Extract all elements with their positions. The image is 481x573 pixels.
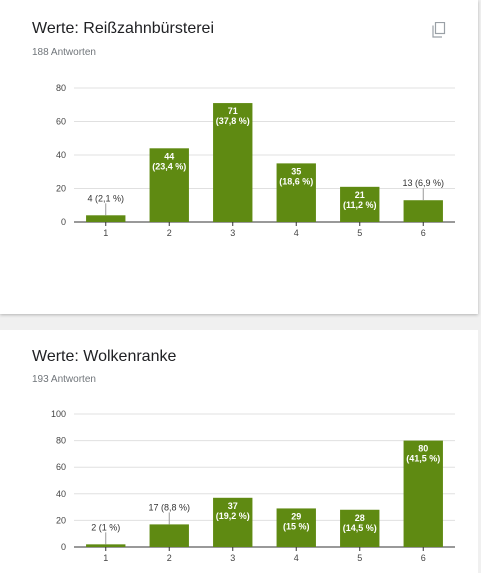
bar-1[interactable] (86, 215, 126, 222)
data-label: 13 (6,9 %) (402, 178, 444, 188)
copy-icon[interactable] (432, 22, 446, 38)
bar-chart-1: 0 20 40 60 80 1 4 (2,1 %) 2 44 (23,4 %) 3 71 (37,8 %… (56, 83, 455, 238)
bar-5[interactable] (340, 509, 380, 547)
bar-2[interactable] (149, 148, 189, 222)
data-label: 2 (1 %) (91, 522, 120, 532)
y-tick-label: 40 (56, 489, 66, 499)
y-tick-label: 0 (61, 542, 66, 552)
chart-card-1: Werte: Reißzahnbürsterei 188 Antworten 0… (0, 0, 478, 314)
bar-6[interactable] (403, 200, 443, 222)
x-tick-label: 1 (103, 228, 108, 238)
y-tick-label: 20 (56, 515, 66, 525)
x-tick-label: 4 (294, 228, 299, 238)
x-tick-label: 2 (167, 553, 172, 563)
bar-3[interactable] (213, 497, 253, 547)
data-label: 44 (23,4 %) (152, 151, 186, 171)
data-label: 28 (14,5 %) (343, 513, 377, 533)
x-tick-label: 3 (230, 553, 235, 563)
card-1-title: Werte: Reißzahnbürsterei (32, 20, 214, 37)
y-tick-label: 0 (61, 217, 66, 227)
data-label: 4 (2,1 %) (87, 193, 124, 203)
y-tick-label: 40 (56, 150, 66, 160)
y-tick-label: 20 (56, 184, 66, 194)
data-label: 71 (37,8 %) (216, 106, 250, 126)
y-tick-label: 60 (56, 462, 66, 472)
bar-1[interactable] (86, 544, 126, 547)
grid-lines (74, 87, 455, 189)
x-tick-label: 1 (103, 553, 108, 563)
bar-4[interactable] (276, 163, 316, 222)
x-tick-label: 5 (357, 553, 362, 563)
bar-5[interactable] (340, 186, 380, 222)
chart-card-2: Werte: Wolkenranke 193 Antworten 0 20 40 60… (0, 330, 478, 573)
data-label: 17 (8,8 %) (148, 502, 190, 512)
data-label: 35 (18,6 %) (279, 166, 313, 186)
bar-2[interactable] (149, 524, 189, 547)
data-label: 80 (41,5 %) (406, 444, 440, 464)
bar-6[interactable] (403, 440, 443, 547)
x-tick-label: 6 (421, 228, 426, 238)
y-tick-label: 60 (56, 117, 66, 127)
x-tick-label: 2 (167, 228, 172, 238)
bar-chart-2: 0 20 40 60 80 100 1 2 (1 %) 2 17 (8,8 %) 3 37 (19,2 … (51, 409, 455, 563)
card-2-response-count: 193 Antworten (32, 374, 96, 385)
y-tick-label: 100 (51, 409, 66, 419)
x-tick-label: 6 (421, 553, 426, 563)
x-tick-label: 4 (294, 553, 299, 563)
grid-lines (74, 413, 455, 521)
data-label: 29 (15 %) (283, 511, 310, 531)
card-1-response-count: 188 Antworten (32, 47, 96, 58)
x-tick-label: 3 (230, 228, 235, 238)
x-tick-label: 5 (357, 228, 362, 238)
card-2-title: Werte: Wolkenranke (32, 348, 177, 365)
bar-4[interactable] (276, 508, 316, 547)
data-label: 21 (11,2 %) (343, 190, 377, 210)
bar-3[interactable] (213, 103, 253, 222)
y-tick-label: 80 (56, 83, 66, 93)
data-label: 37 (19,2 %) (216, 501, 250, 521)
y-tick-label: 80 (56, 436, 66, 446)
